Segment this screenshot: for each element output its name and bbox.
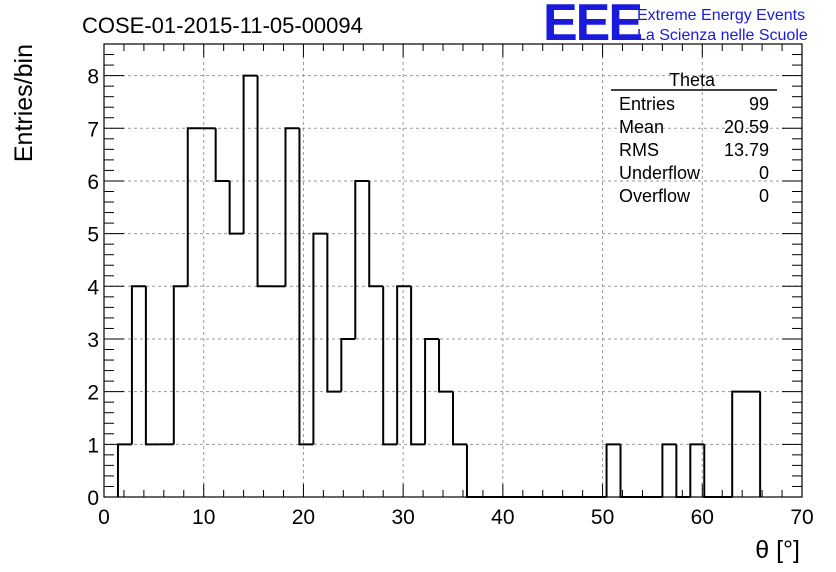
eee-logo: EEE Extreme Energy Events La Scienza nel… xyxy=(543,0,808,52)
stats-label: Mean xyxy=(619,117,664,137)
histogram-bars xyxy=(116,74,762,498)
stats-label: Underflow xyxy=(619,163,701,183)
stats-box-title: Theta xyxy=(669,70,716,90)
histogram-bin xyxy=(242,74,258,234)
histogram-bin xyxy=(410,286,426,446)
x-axis-title: θ [°] xyxy=(755,536,800,564)
histogram-bin xyxy=(326,233,342,393)
histogram-bin xyxy=(689,443,705,497)
x-tick-label: 30 xyxy=(391,506,414,529)
stats-value: 0 xyxy=(759,186,769,206)
histogram-bin xyxy=(731,390,747,497)
histogram-bin xyxy=(228,180,244,235)
y-tick-label: 2 xyxy=(87,382,99,405)
histogram-bin xyxy=(130,285,146,445)
x-tick-label: 50 xyxy=(591,506,614,529)
x-tick-label: 40 xyxy=(491,506,514,529)
histogram-bin xyxy=(354,179,370,339)
y-tick-label: 8 xyxy=(87,66,99,89)
logo-line-2: La Scienza nelle Scuole xyxy=(637,27,808,44)
stats-value: 0 xyxy=(759,163,769,183)
logo-mark: EEE xyxy=(543,0,641,52)
chart-title: COSE-01-2015-11-05-00094 xyxy=(82,13,363,38)
y-tick-label: 6 xyxy=(87,171,99,194)
histogram-bin xyxy=(186,127,202,287)
plot-frame xyxy=(103,43,803,498)
x-tick-label: 70 xyxy=(790,506,813,529)
histogram-bin xyxy=(116,443,132,497)
x-tick-label: 0 xyxy=(98,506,110,529)
y-tick-label: 7 xyxy=(87,118,99,141)
histogram-bin xyxy=(452,391,467,446)
stats-value: 20.59 xyxy=(724,117,769,137)
tick-labels: 0 10 20 30 40 50 60 70 0 1 2 3 4 5 6 7 8 xyxy=(87,66,813,529)
y-axis-title: Entries/bin xyxy=(10,44,38,162)
y-tick-label: 5 xyxy=(87,224,99,247)
histogram-bin xyxy=(382,286,398,446)
y-tick-label: 4 xyxy=(87,276,99,299)
histogram-bin xyxy=(340,337,356,392)
histogram-bin xyxy=(396,285,412,445)
y-tick-label: 1 xyxy=(87,434,99,457)
stats-value: 13.79 xyxy=(724,140,769,160)
stats-label: RMS xyxy=(619,140,659,160)
histogram-bin xyxy=(312,232,328,445)
histogram-bin xyxy=(172,285,188,445)
histogram-bin xyxy=(368,180,384,288)
x-tick-label: 60 xyxy=(691,506,714,529)
histogram-bin xyxy=(256,75,272,288)
histogram-bin xyxy=(284,127,300,287)
histogram-bin xyxy=(661,443,677,497)
y-tick-label: 3 xyxy=(87,329,99,352)
histogram-bin xyxy=(214,128,230,182)
histogram-bin xyxy=(298,128,314,446)
histogram-bin xyxy=(424,337,440,445)
x-tick-label: 10 xyxy=(192,506,215,529)
histogram-bin xyxy=(438,338,453,393)
logo-line-1: Extreme Energy Events xyxy=(637,7,805,24)
x-tick-label: 20 xyxy=(292,506,315,529)
histogram-bin xyxy=(675,444,691,498)
histogram-bin xyxy=(605,443,621,497)
histogram-bin xyxy=(619,444,635,498)
y-tick-label: 0 xyxy=(87,487,99,510)
stats-value: 99 xyxy=(749,94,769,114)
stats-label: Overflow xyxy=(619,186,691,206)
axis-ticks xyxy=(103,43,803,498)
histogram-bin xyxy=(144,286,160,446)
histogram-bin xyxy=(465,444,481,498)
stats-label: Entries xyxy=(619,94,675,114)
histogram-bin xyxy=(703,444,719,498)
stats-box: Theta Entries 99 Mean 20.59 RMS 13.79 Underflo… xyxy=(611,70,777,206)
